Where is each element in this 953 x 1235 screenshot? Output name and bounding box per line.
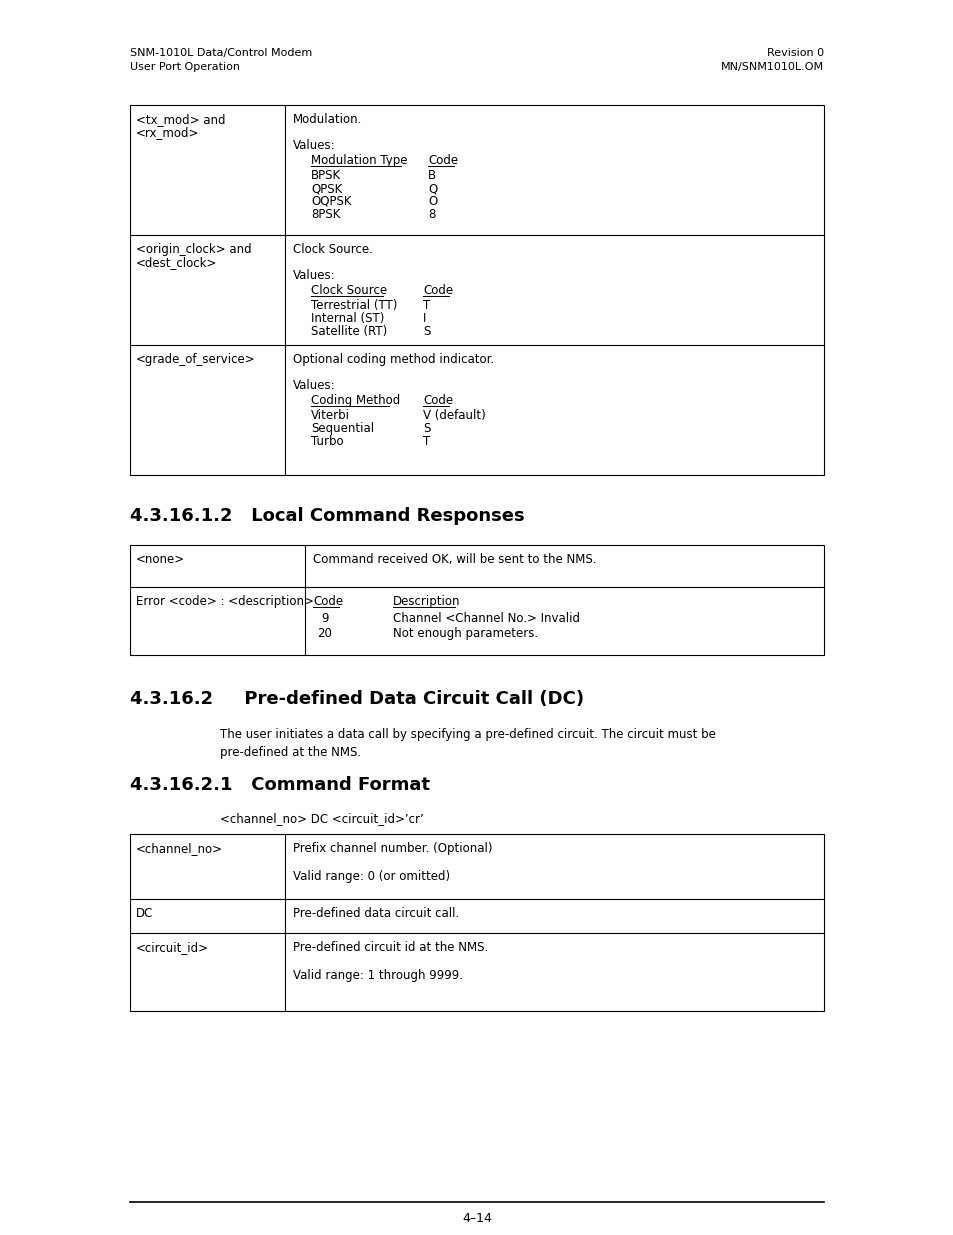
Text: T: T [422, 435, 430, 448]
Text: DC: DC [136, 906, 153, 920]
Text: Code: Code [313, 595, 343, 608]
Text: <rx_mod>: <rx_mod> [136, 126, 199, 140]
Text: V (default): V (default) [422, 409, 485, 422]
Text: 4–14: 4–14 [461, 1212, 492, 1225]
Text: Code: Code [422, 394, 453, 408]
Text: T: T [422, 299, 430, 312]
Text: Modulation Type: Modulation Type [311, 154, 407, 167]
Text: Error <code> : <description>: Error <code> : <description> [136, 595, 314, 608]
Bar [130, 834, 823, 1011]
Text: Viterbi: Viterbi [311, 409, 350, 422]
Text: I: I [422, 312, 426, 325]
Text: Pre-defined data circuit call.: Pre-defined data circuit call. [293, 906, 458, 920]
Text: The user initiates a data call by specifying a pre-defined circuit. The circuit : The user initiates a data call by specif… [220, 727, 715, 760]
Text: <none>: <none> [136, 553, 185, 566]
Text: Revision 0: Revision 0 [766, 48, 823, 58]
Text: Description: Description [393, 595, 460, 608]
Text: B: B [428, 169, 436, 182]
Text: 4.3.16.2     Pre-defined Data Circuit Call (DC): 4.3.16.2 Pre-defined Data Circuit Call (… [130, 690, 583, 708]
Text: Channel <Channel No.> Invalid: Channel <Channel No.> Invalid [393, 613, 579, 625]
Text: Q: Q [428, 182, 436, 195]
Text: BPSK: BPSK [311, 169, 341, 182]
Text: Internal (ST): Internal (ST) [311, 312, 384, 325]
Text: <channel_no>: <channel_no> [136, 842, 223, 855]
Text: 8: 8 [428, 207, 435, 221]
Text: OQPSK: OQPSK [311, 195, 351, 207]
Text: 9: 9 [320, 613, 328, 625]
Text: QPSK: QPSK [311, 182, 342, 195]
Bar [130, 105, 823, 475]
Text: Terrestrial (TT): Terrestrial (TT) [311, 299, 397, 312]
Text: Sequential: Sequential [311, 422, 374, 435]
Text: Code: Code [422, 284, 453, 296]
Text: O: O [428, 195, 436, 207]
Text: S: S [422, 422, 430, 435]
Text: Valid range: 1 through 9999.: Valid range: 1 through 9999. [293, 969, 462, 982]
Text: Clock Source.: Clock Source. [293, 243, 373, 256]
Text: Pre-defined circuit id at the NMS.: Pre-defined circuit id at the NMS. [293, 941, 488, 953]
Text: <tx_mod> and: <tx_mod> and [136, 112, 225, 126]
Text: SNM-1010L Data/Control Modem: SNM-1010L Data/Control Modem [130, 48, 312, 58]
Text: Clock Source: Clock Source [311, 284, 387, 296]
Text: Turbo: Turbo [311, 435, 343, 448]
Text: <circuit_id>: <circuit_id> [136, 941, 209, 953]
Text: Command received OK, will be sent to the NMS.: Command received OK, will be sent to the… [313, 553, 596, 566]
Text: MN/SNM1010L.OM: MN/SNM1010L.OM [720, 62, 823, 72]
Text: Not enough parameters.: Not enough parameters. [393, 627, 537, 640]
Text: 20: 20 [316, 627, 332, 640]
Text: 4.3.16.1.2   Local Command Responses: 4.3.16.1.2 Local Command Responses [130, 508, 524, 525]
Text: Values:: Values: [293, 379, 335, 391]
Text: 8PSK: 8PSK [311, 207, 340, 221]
Text: <channel_no> DC <circuit_id>’cr’: <channel_no> DC <circuit_id>’cr’ [220, 811, 423, 825]
Text: Satellite (RT): Satellite (RT) [311, 325, 387, 338]
Text: Code: Code [428, 154, 457, 167]
Bar [130, 545, 823, 655]
Text: Optional coding method indicator.: Optional coding method indicator. [293, 353, 494, 366]
Text: <origin_clock> and: <origin_clock> and [136, 243, 252, 256]
Text: Coding Method: Coding Method [311, 394, 400, 408]
Text: Values:: Values: [293, 269, 335, 282]
Text: Valid range: 0 (or omitted): Valid range: 0 (or omitted) [293, 869, 450, 883]
Text: 4.3.16.2.1   Command Format: 4.3.16.2.1 Command Format [130, 776, 430, 794]
Text: User Port Operation: User Port Operation [130, 62, 240, 72]
Text: <dest_clock>: <dest_clock> [136, 256, 217, 269]
Text: <grade_of_service>: <grade_of_service> [136, 353, 255, 366]
Text: Prefix channel number. (Optional): Prefix channel number. (Optional) [293, 842, 492, 855]
Text: Values:: Values: [293, 140, 335, 152]
Text: S: S [422, 325, 430, 338]
Text: Modulation.: Modulation. [293, 112, 362, 126]
